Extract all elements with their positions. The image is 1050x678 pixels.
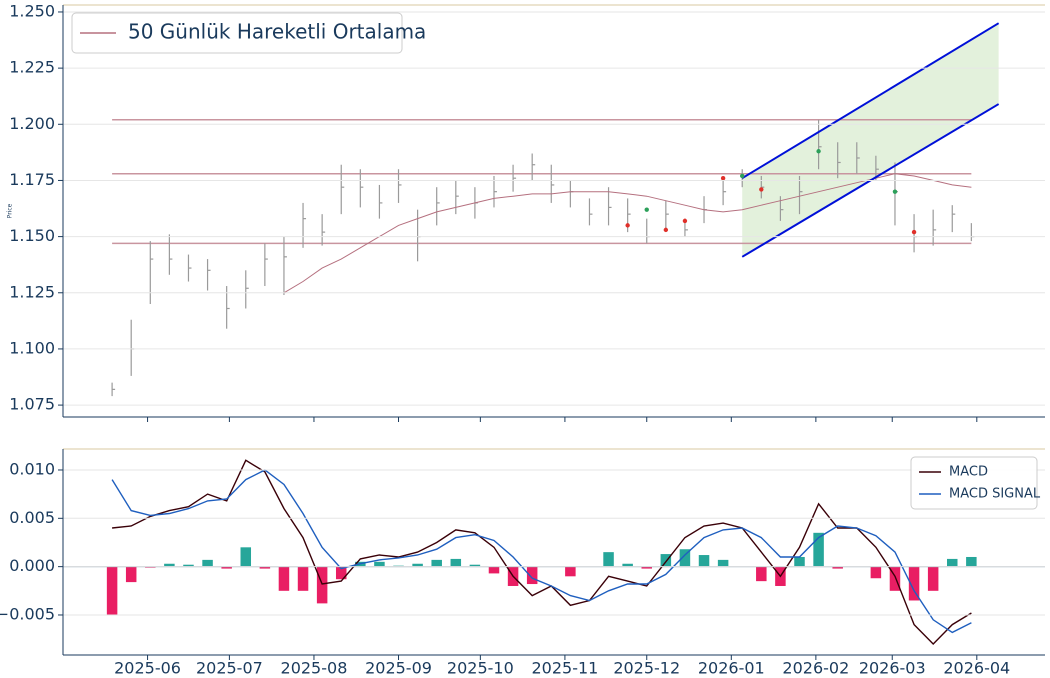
histogram-bar [221, 566, 232, 569]
legend-label: 50 Günlük Hareketli Ortalama [128, 20, 426, 44]
histogram-bar [832, 566, 843, 569]
y-tick-label: 1.125 [9, 282, 55, 301]
y-tick-label: 1.200 [9, 114, 55, 133]
channel-line [741, 22, 1000, 180]
histogram-bar [374, 561, 385, 567]
y-tick-label: 0.000 [9, 556, 55, 575]
x-tick-label: 2025-07 [196, 659, 263, 678]
signal-marker [816, 149, 821, 154]
histogram-bar [947, 558, 958, 567]
histogram-bar [679, 549, 691, 567]
histogram-bar [603, 552, 614, 567]
y-tick-label: 1.150 [9, 226, 55, 245]
ma-line [283, 173, 972, 294]
histogram-bar [450, 558, 462, 567]
histogram-bar [717, 559, 729, 567]
y-tick-label: 0.010 [9, 459, 55, 478]
histogram-bar [488, 566, 500, 574]
histogram-bar [813, 532, 824, 567]
histogram-bar [565, 566, 576, 577]
signal-marker [644, 207, 649, 212]
histogram-bar [431, 559, 442, 567]
histogram-bar [316, 566, 328, 604]
signal-marker [911, 229, 917, 235]
x-tick-label: 2026-02 [782, 659, 849, 678]
legend-box [71, 12, 403, 54]
histogram-bar [908, 566, 920, 601]
plot-area [111, 22, 1000, 397]
signal-marker [682, 218, 688, 224]
y-tick-label: 1.075 [9, 395, 55, 414]
legend-label: MACD SIGNAL [949, 487, 1041, 502]
x-tick-label: 2025-06 [114, 659, 181, 678]
plot-area [63, 459, 1045, 645]
histogram-bar [698, 555, 710, 567]
histogram-bar [183, 564, 194, 567]
signal-marker [759, 187, 764, 192]
histogram-bar [756, 566, 767, 582]
signal-marker [625, 223, 630, 228]
histogram-bar [889, 566, 901, 591]
legend-label: MACD [949, 465, 988, 480]
x-tick-label: 2026-04 [943, 659, 1010, 678]
histogram-bar [297, 566, 309, 591]
x-tick-label: 2025-10 [447, 659, 514, 678]
x-tick-label: 2026-01 [698, 659, 765, 678]
x-tick-label: 2025-12 [613, 659, 680, 678]
y-tick-label: 0.005 [9, 508, 55, 527]
channel-fill [742, 23, 999, 257]
y-tick-label: 1.225 [9, 58, 55, 77]
histogram-bar [966, 556, 977, 567]
histogram-bar [794, 556, 805, 567]
y-axis-label: Price [7, 203, 14, 218]
x-tick-label: 2026-03 [859, 659, 926, 678]
histogram-bar [240, 547, 252, 567]
y-tick-label: 1.100 [9, 338, 55, 357]
histogram-bar [526, 566, 538, 585]
y-tick-label: 1.175 [9, 170, 55, 189]
histogram-bar [641, 566, 652, 569]
histogram-bar [164, 563, 175, 567]
x-tick-label: 2025-08 [281, 659, 348, 678]
signal-marker [663, 227, 669, 233]
histogram-bar [660, 554, 672, 567]
signal-marker [720, 176, 726, 181]
histogram-bar [469, 564, 481, 567]
histogram-bar [278, 566, 290, 591]
histogram-bar [259, 566, 271, 569]
x-tick-label: 2025-09 [365, 659, 432, 678]
histogram-bar [927, 566, 939, 591]
macd-line [112, 459, 972, 645]
histogram-bar [202, 559, 213, 567]
macd-line [111, 469, 972, 634]
legend-box [910, 456, 1038, 510]
signal-marker [892, 189, 898, 194]
histogram-bar [125, 566, 137, 583]
histogram-bar [106, 566, 118, 615]
histogram-bar [622, 563, 633, 567]
histogram-bar [335, 566, 347, 580]
y-tick-label: −0.005 [0, 604, 55, 623]
signal-marker [740, 173, 745, 179]
histogram-bar [412, 563, 423, 567]
x-tick-label: 2025-11 [531, 659, 598, 678]
y-tick-label: 1.250 [9, 1, 55, 20]
histogram-bar [870, 566, 882, 579]
